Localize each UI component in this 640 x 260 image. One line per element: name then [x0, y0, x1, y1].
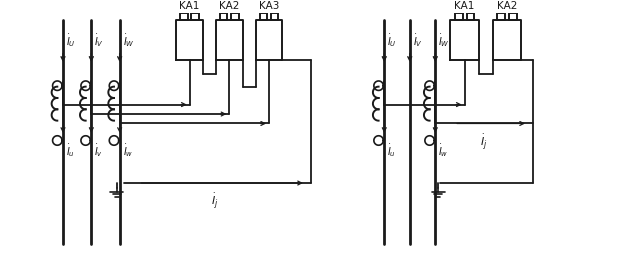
Text: KA2: KA2 — [497, 1, 517, 11]
Text: $\dot{I}_W$: $\dot{I}_W$ — [438, 32, 450, 49]
Text: KA2: KA2 — [219, 1, 239, 11]
Text: KA3: KA3 — [259, 1, 279, 11]
Text: $\dot{I}_U$: $\dot{I}_U$ — [66, 32, 76, 49]
Text: $\dot{I}_W$: $\dot{I}_W$ — [122, 32, 134, 49]
Text: $\dot{I}_V$: $\dot{I}_V$ — [413, 32, 422, 49]
Text: $\dot{I}_u$: $\dot{I}_u$ — [66, 142, 75, 159]
Text: KA1: KA1 — [179, 1, 200, 11]
Text: $\dot{I}_j$: $\dot{I}_j$ — [480, 132, 488, 152]
Text: KA1: KA1 — [454, 1, 475, 11]
Text: $\dot{I}_j$: $\dot{I}_j$ — [211, 192, 219, 211]
Text: $\dot{I}_w$: $\dot{I}_w$ — [438, 142, 449, 159]
Text: $\dot{I}_V$: $\dot{I}_V$ — [94, 32, 104, 49]
Text: $\dot{I}_v$: $\dot{I}_v$ — [94, 142, 103, 159]
Text: $\dot{I}_U$: $\dot{I}_U$ — [387, 32, 397, 49]
Text: $\dot{I}_w$: $\dot{I}_w$ — [122, 142, 133, 159]
Text: $\dot{I}_u$: $\dot{I}_u$ — [387, 142, 396, 159]
